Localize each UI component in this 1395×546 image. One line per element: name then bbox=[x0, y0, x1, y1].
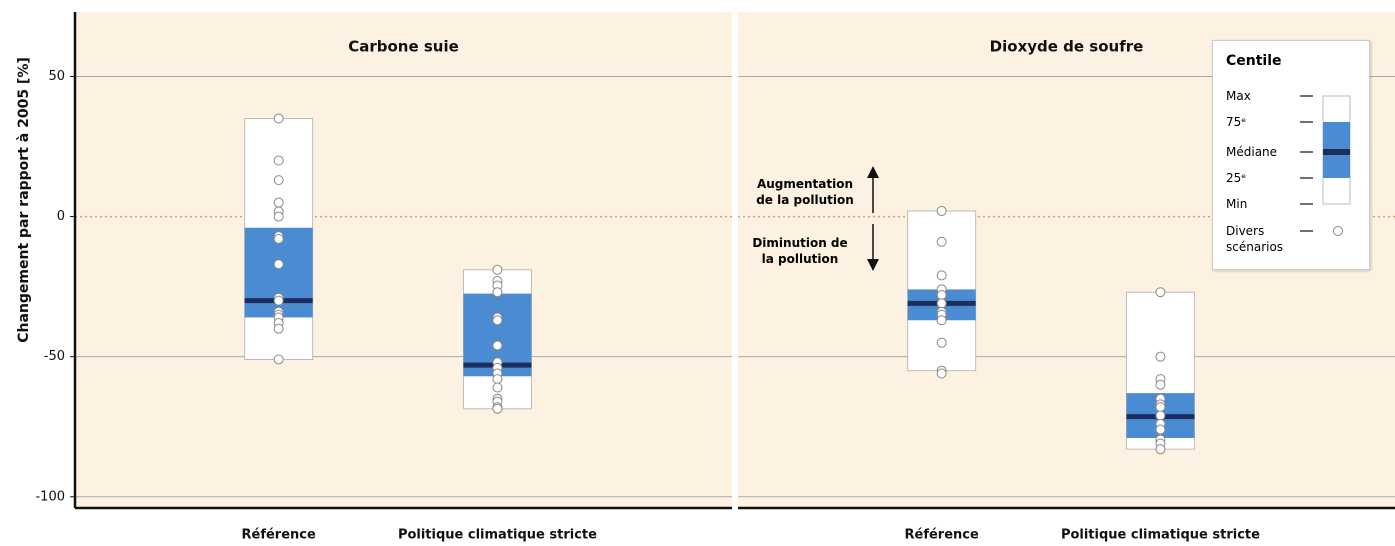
scenario-point bbox=[936, 298, 947, 309]
scenario-point bbox=[1155, 444, 1166, 455]
legend-key bbox=[1300, 95, 1351, 236]
scenario-point bbox=[273, 233, 284, 244]
y-tick-label: -100 bbox=[35, 489, 65, 504]
y-tick-label: -50 bbox=[44, 349, 65, 364]
x-tick-label: Politique climatique stricte bbox=[398, 528, 597, 543]
scenario-point bbox=[492, 340, 503, 351]
scenario-point bbox=[492, 315, 503, 326]
x-tick-label: Référence bbox=[242, 528, 316, 543]
scenario-point bbox=[492, 374, 503, 385]
scenario-point bbox=[1155, 402, 1166, 413]
scenario-point bbox=[273, 295, 284, 306]
scenario-point bbox=[936, 236, 947, 247]
legend-item: Max bbox=[1226, 89, 1251, 103]
x-tick-label: Référence bbox=[905, 528, 979, 543]
legend-item: Min bbox=[1226, 197, 1248, 211]
scenario-point bbox=[273, 155, 284, 166]
scenario-point bbox=[492, 403, 503, 414]
scenario-point bbox=[936, 270, 947, 281]
legend-item: 25ᵉ bbox=[1226, 171, 1247, 185]
scenario-point bbox=[273, 323, 284, 334]
plot-background bbox=[75, 12, 732, 508]
x-tick-label: Politique climatique stricte bbox=[1061, 528, 1260, 543]
scenario-point bbox=[936, 315, 947, 326]
scenario-point bbox=[1155, 379, 1166, 390]
scenario-point bbox=[273, 211, 284, 222]
panel-title: Dioxyde de soufre bbox=[990, 38, 1144, 56]
scenario-point bbox=[936, 368, 947, 379]
scenario-point bbox=[273, 354, 284, 365]
scenario-point bbox=[1155, 287, 1166, 298]
scenario-point bbox=[492, 382, 503, 393]
scenario-point bbox=[273, 259, 284, 270]
legend-item: Médiane bbox=[1226, 145, 1278, 159]
scenario-point bbox=[492, 264, 503, 275]
scenario-point bbox=[273, 197, 284, 208]
annotation: Augmentation de la pollution bbox=[756, 177, 854, 207]
legend-title: Centile bbox=[1226, 53, 1282, 69]
annotation: Diminution de la pollution bbox=[752, 236, 848, 266]
legend-item: 75ᵉ bbox=[1226, 115, 1247, 129]
legend-item: Divers scénarios bbox=[1226, 224, 1284, 254]
scenario-point bbox=[936, 290, 947, 301]
scenario-point bbox=[492, 287, 503, 298]
y-tick-label: 50 bbox=[48, 69, 65, 84]
scenario-point bbox=[273, 175, 284, 186]
scenario-point bbox=[273, 113, 284, 124]
scenario-point bbox=[936, 205, 947, 216]
scenario-point bbox=[1155, 410, 1166, 421]
scenario-point bbox=[936, 337, 947, 348]
scenario-point bbox=[1155, 351, 1166, 362]
y-axis-label: Changement par rapport à 2005 [%] bbox=[16, 57, 32, 343]
scenario-point bbox=[1155, 424, 1166, 435]
legend: Centile Max 75ᵉ Médiane 25ᵉ Min Divers scénar… bbox=[1212, 40, 1370, 270]
panel-title: Carbone suie bbox=[348, 38, 459, 56]
y-tick-label: 0 bbox=[57, 209, 65, 224]
